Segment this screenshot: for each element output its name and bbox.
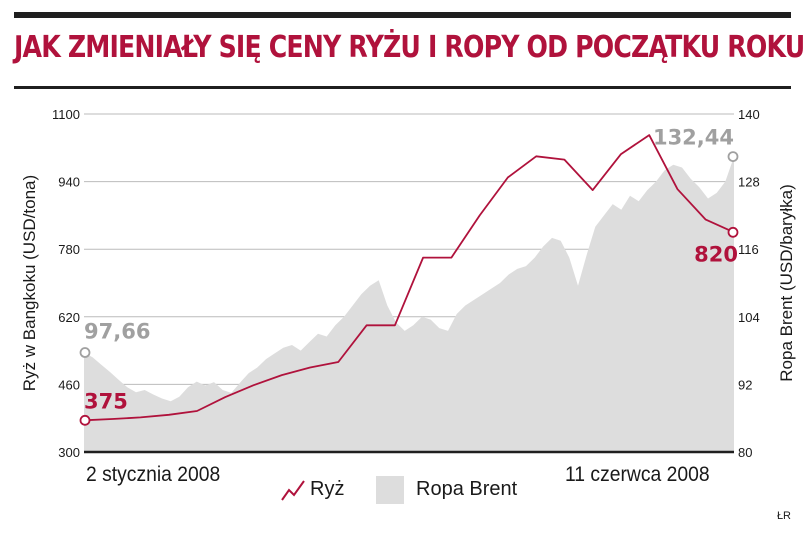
rice-legend-icon	[281, 480, 305, 501]
oil-start-label: 97,66	[84, 320, 150, 344]
chart-title: JAK ZMIENIAŁY SIĘ CENY RYŻU I ROPY OD PO…	[14, 30, 805, 65]
left-axis-ticks: 300 460 620 780 940 1100	[52, 107, 80, 460]
right-tick-label: 116	[738, 242, 759, 257]
left-tick-label: 620	[58, 310, 80, 325]
oil-end-label: 132,44	[653, 126, 734, 150]
oil-legend-swatch	[376, 476, 404, 504]
rice-series-line	[83, 134, 735, 422]
left-axis-label: Ryż w Bangkoku (USD/tona)	[20, 175, 39, 391]
right-tick-label: 80	[738, 445, 752, 460]
rice-start-marker	[79, 414, 91, 426]
source-credit: ŁR	[776, 510, 791, 522]
legend-oil-label: Ropa Brent	[416, 478, 518, 500]
right-axis-label: Ropa Brent (USD/baryłka)	[777, 184, 796, 381]
right-axis-ticks: 80 92 104 116 128 140	[738, 107, 760, 460]
oil-area	[84, 156, 734, 452]
rice-start-label: 375	[84, 389, 128, 413]
right-tick-label: 140	[738, 107, 760, 122]
oil-end-marker	[727, 151, 739, 162]
rice-end-label: 820	[694, 242, 738, 266]
right-tick-label: 128	[738, 175, 760, 190]
right-tick-label: 92	[738, 377, 752, 392]
left-tick-label: 300	[58, 445, 80, 460]
rice-end-marker	[727, 226, 739, 238]
right-tick-label: 104	[738, 310, 760, 325]
legend-rice-label: Ryż	[310, 478, 345, 500]
rice-line	[83, 134, 735, 422]
left-tick-label: 940	[58, 175, 80, 190]
left-tick-label: 460	[58, 377, 80, 392]
x-start-label: 2 stycznia 2008	[86, 463, 221, 486]
x-end-label: 11 czerwca 2008	[565, 463, 710, 486]
oil-start-marker	[79, 347, 91, 358]
left-tick-label: 780	[58, 242, 80, 257]
oil-series-area	[84, 156, 734, 452]
top-rule	[14, 12, 791, 18]
value-labels: 97,66 132,44 375 820	[79, 126, 739, 426]
left-tick-label: 1100	[52, 107, 80, 122]
title-rule	[14, 86, 791, 89]
